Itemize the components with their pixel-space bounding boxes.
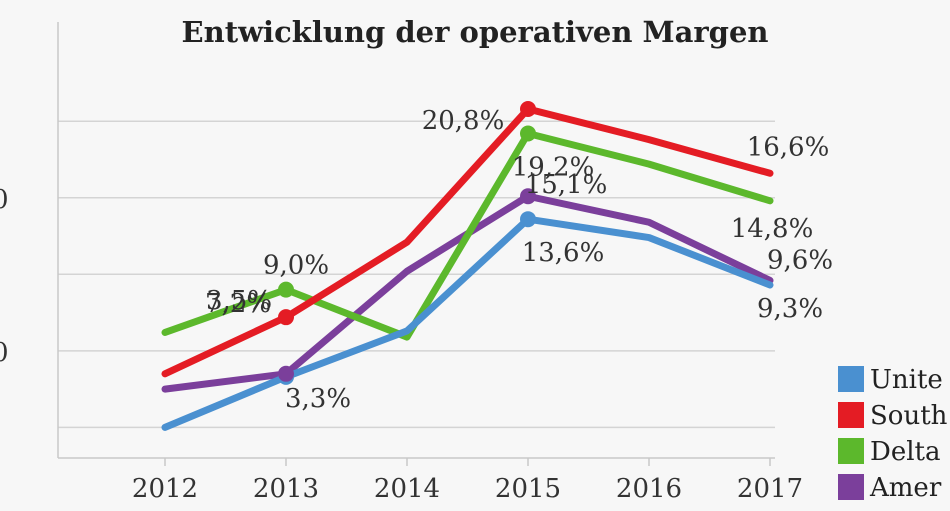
y-tick-label: 0 [0,338,9,368]
series-delta [161,129,774,341]
series-line-unite [161,215,774,431]
x-tick-label-2016: 2016 [616,474,682,504]
legend-label-south: South [870,401,948,431]
legend: Unite South Delta Amer [838,365,948,503]
point-marker [520,188,536,205]
x-tick-label-2015: 2015 [495,474,561,504]
point-marker [278,281,294,298]
data-label-south-2015: 20,8% [422,106,505,136]
data-label-unite-2015: 13,6% [522,238,605,268]
data-label-amer-2015: 15,1% [525,170,608,200]
legend-label-unite: Unite [870,365,943,395]
x-tick-label-2014: 2014 [374,474,440,504]
point-marker [278,309,294,326]
data-label-unite-2013: 3,3% [285,384,351,414]
axes: 2012 2013 2014 2015 2016 2017 0 0 [0,22,803,504]
x-tick-label-2013: 2013 [253,474,319,504]
point-marker [520,211,536,228]
legend-swatch-delta [838,438,864,464]
data-label-amer-2013: 7,2% [205,289,271,319]
series-line-south [161,105,774,378]
legend-swatch-unite [838,366,864,392]
legend-label-delta: Delta [870,437,941,467]
legend-swatch-south [838,402,864,428]
series-south [161,105,774,378]
legend-swatch-amer [838,474,864,500]
data-label-delta-2017: 14,8% [731,214,814,244]
data-label-amer-2017: 9,6% [767,245,833,275]
data-labels: 3,3% 13,6% 9,3% 3,5% 20,8% 16,6% 9,0% 19,2% 14,8… [205,106,833,414]
data-label-unite-2017: 9,3% [757,294,823,324]
point-marker [520,100,536,117]
data-label-delta-2013: 9,0% [263,251,329,281]
y-tick-label: 0 [0,185,9,215]
gridlines [58,120,775,429]
point-marker [520,125,536,142]
series-lines [161,100,774,431]
x-tick-label-2012: 2012 [132,474,198,504]
series-line-delta [161,129,774,341]
point-marker [278,365,294,382]
chart-title: Entwicklung der operativen Margen [182,15,769,49]
series-unite [161,215,774,431]
data-label-delta-2015: 19,2% [512,152,595,182]
x-tick-label-2017: 2017 [737,474,803,504]
data-label-south-2013: 3,5% [206,286,272,316]
legend-label-amer: Amer [869,473,942,503]
data-label-south-2017: 16,6% [747,132,830,162]
